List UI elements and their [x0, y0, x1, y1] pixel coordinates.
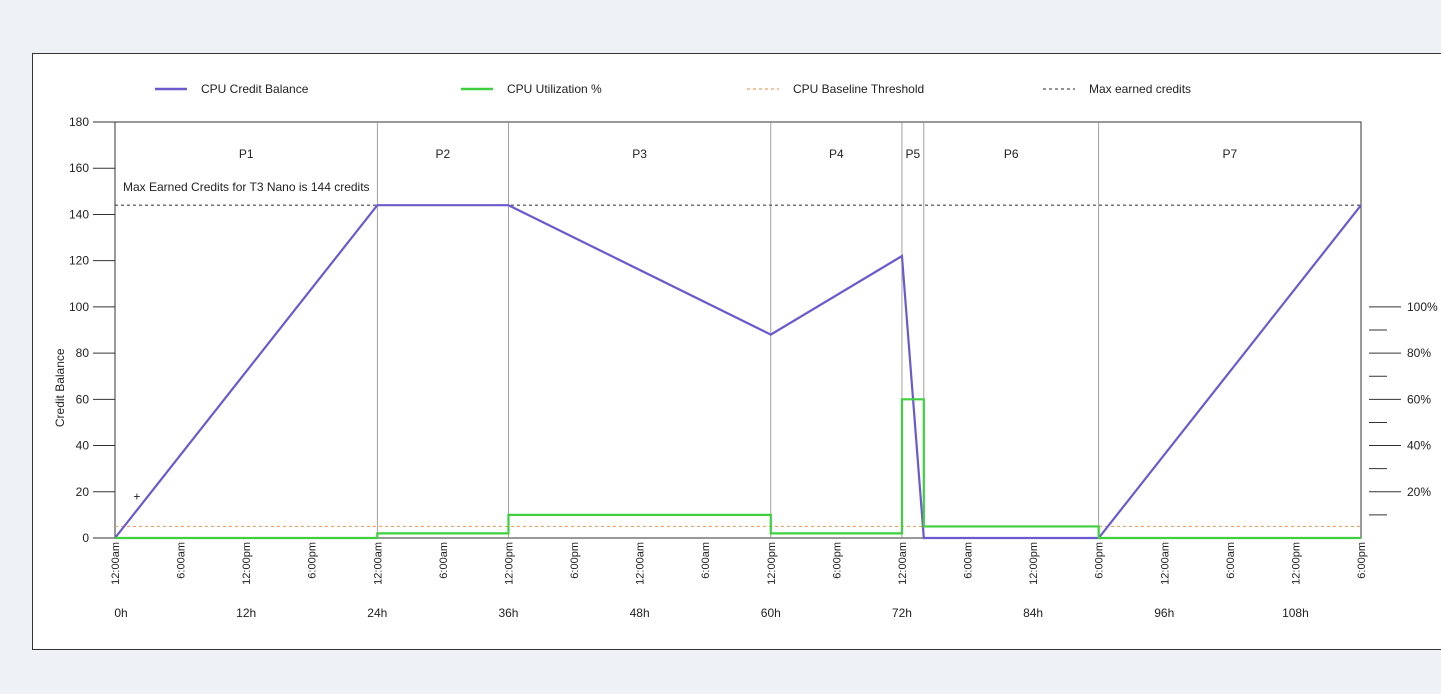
x-hour-label: 24h	[367, 606, 387, 620]
x-hour-label: 84h	[1023, 606, 1043, 620]
max-credits-annotation: Max Earned Credits for T3 Nano is 144 cr…	[123, 180, 370, 194]
period-label: P2	[436, 147, 451, 161]
plot-area	[114, 121, 1362, 539]
y2-axis: 20% 40% 60% 80% 100%	[1369, 300, 1438, 516]
x-time-label: 12:00pm	[1028, 542, 1040, 585]
legend-label: CPU Credit Balance	[201, 82, 309, 96]
y-axis-label: Credit Balance	[53, 348, 67, 427]
x-hour-label: 72h	[892, 606, 912, 620]
x-time-label: 6:00am	[438, 542, 450, 579]
x-time-label: 6:00pm	[569, 542, 581, 579]
y-tick-label: 40	[76, 439, 90, 453]
y-tick-label: 80	[76, 346, 90, 360]
y2-tick-label: 60%	[1407, 392, 1431, 406]
x-time-label: 12:00pm	[503, 542, 515, 585]
legend: CPU Credit Balance CPU Utilization % CPU B…	[155, 82, 1191, 96]
x-time-label: 6:00am	[963, 542, 975, 579]
y-tick-label: 100	[69, 300, 89, 314]
x-hour-label: 108h	[1282, 606, 1309, 620]
x-hour-label: 36h	[498, 606, 518, 620]
x-time-label: 12:00pm	[766, 542, 778, 585]
plus-marker: +	[133, 489, 140, 503]
x-hour-label: 48h	[630, 606, 650, 620]
y-tick-label: 120	[69, 254, 89, 268]
y-tick-label: 20	[76, 485, 90, 499]
reference-lines: Max Earned Credits for T3 Nano is 144 cr…	[115, 180, 1361, 528]
y-tick-label: 180	[69, 115, 89, 129]
x-time-label: 6:00pm	[1356, 542, 1368, 579]
y2-tick-label: 100%	[1407, 300, 1438, 314]
x-hour-label: 12h	[236, 606, 256, 620]
x-hour-label: 60h	[761, 606, 781, 620]
cpu-utilization-line	[115, 398, 1361, 540]
x-time-label: 6:00pm	[831, 542, 843, 579]
x-time-label: 6:00am	[700, 542, 712, 579]
x-time-label: 12:00am	[635, 542, 647, 585]
period-label: P5	[906, 147, 921, 161]
period-dividers: P1 P2 P3 P4 P5 P6 P7	[239, 122, 1238, 538]
y-axis: 0 20 40 60 80 100 120 140 160 180	[69, 115, 115, 545]
x-time-label: 12:00am	[110, 542, 122, 585]
y-tick-label: 160	[69, 161, 89, 175]
x-time-label: 6:00pm	[307, 542, 319, 579]
x-time-label: 12:00am	[1159, 542, 1171, 585]
period-label: P6	[1004, 147, 1019, 161]
x-axis: 12:00am 6:00am 12:00pm 6:00pm 12:00am 6:00am 1…	[110, 542, 1368, 620]
y2-tick-label: 40%	[1407, 439, 1431, 453]
x-hour-label: 0h	[114, 606, 127, 620]
x-time-label: 12:00pm	[241, 542, 253, 585]
y2-tick-label: 20%	[1407, 485, 1431, 499]
legend-label: CPU Utilization %	[507, 82, 602, 96]
y-tick-label: 140	[69, 207, 89, 221]
x-time-label: 12:00pm	[1290, 542, 1302, 585]
series-lines: +	[114, 204, 1362, 540]
x-time-label: 12:00am	[372, 542, 384, 585]
x-hour-label: 96h	[1154, 606, 1174, 620]
period-label: P4	[829, 147, 844, 161]
x-time-label: 6:00pm	[1094, 542, 1106, 579]
y2-tick-label: 80%	[1407, 346, 1431, 360]
legend-label: Max earned credits	[1089, 82, 1191, 96]
cpu-credit-chart: CPU Credit Balance CPU Utilization % CPU B…	[53, 82, 1438, 620]
y-tick-label: 60	[76, 392, 90, 406]
x-time-label: 6:00am	[1225, 542, 1237, 579]
x-time-label: 6:00am	[176, 542, 188, 579]
y-tick-label: 0	[82, 531, 89, 545]
chart-frame: CPU Credit Balance CPU Utilization % CPU B…	[32, 53, 1441, 650]
cpu-credit-balance-line	[114, 204, 1362, 540]
period-label: P1	[239, 147, 254, 161]
x-time-label: 12:00am	[897, 542, 909, 585]
legend-label: CPU Baseline Threshold	[793, 82, 924, 96]
period-label: P7	[1222, 147, 1237, 161]
period-label: P3	[632, 147, 647, 161]
